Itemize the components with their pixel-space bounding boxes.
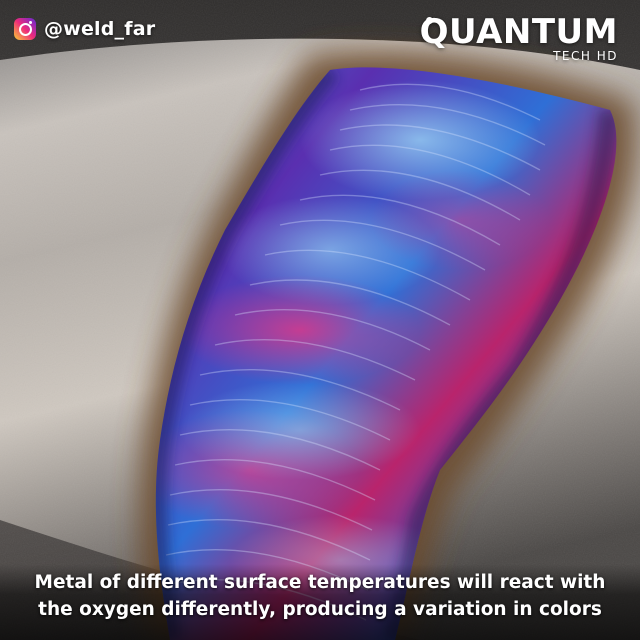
brand-name: QUANTUM — [419, 12, 618, 52]
caption-line-1: Metal of different surface temperatures … — [34, 572, 606, 593]
brand-subtitle: TECH HD — [553, 49, 618, 63]
instagram-handle: @weld_far — [14, 14, 155, 44]
brand-watermark: QUANTUM TECH HD — [418, 14, 618, 64]
caption-line-2: the oxygen differently, producing a vari… — [38, 599, 602, 620]
handle-text: @weld_far — [44, 18, 156, 40]
instagram-icon — [14, 18, 36, 40]
caption-bar: Metal of different surface temperatures … — [0, 564, 640, 640]
brand-dot-icon — [426, 17, 433, 24]
